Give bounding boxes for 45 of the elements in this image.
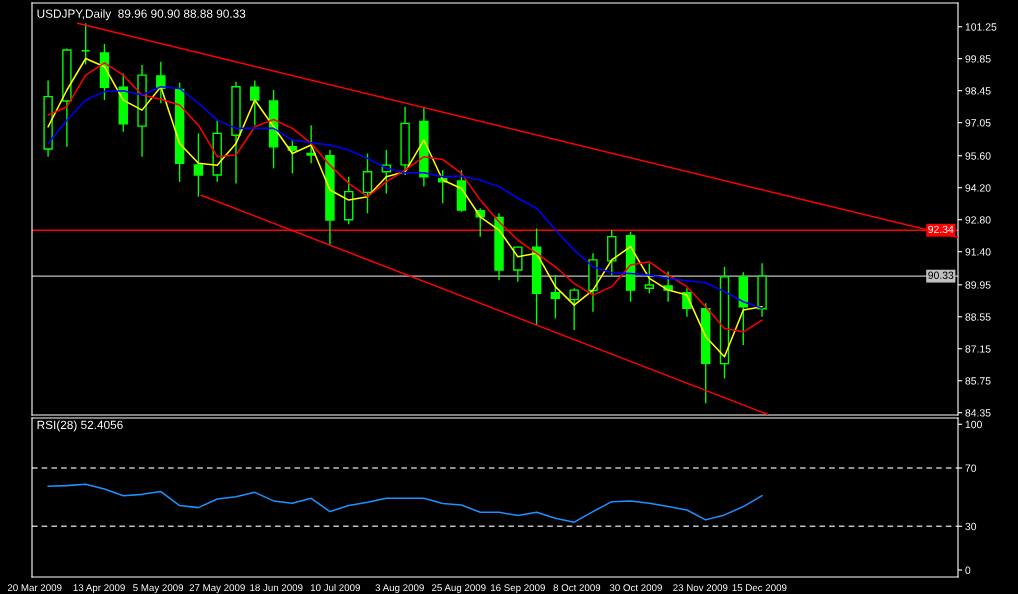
y-tick-label: 91.40: [965, 248, 991, 256]
x-tick-label: 3 Aug 2009: [375, 584, 424, 594]
y-tick-label: 0: [965, 566, 971, 574]
y-tick-label: 84.35: [965, 409, 991, 417]
y-tick-label: 85.75: [965, 377, 991, 385]
candlestick: [362, 152, 373, 215]
y-tick-label: 97.05: [965, 119, 991, 127]
candlestick: [550, 274, 561, 320]
y-tick-label: 89.95: [965, 281, 991, 289]
x-tick-label: 30 Oct 2009: [609, 584, 662, 592]
chart-title: RSI(28) 52.4056: [37, 420, 123, 432]
y-tick-label: 95.60: [965, 152, 991, 160]
x-tick-label: 20 Mar 2009: [7, 584, 62, 592]
y-tick-label: 92.80: [965, 216, 991, 224]
x-tick-label: 5 May 2009: [133, 584, 184, 594]
x-tick-label: 15 Dec 2009: [732, 584, 787, 592]
x-tick-label: 23 Nov 2009: [673, 584, 728, 592]
ref-line-label: 90.33: [928, 271, 954, 279]
x-tick-label: 25 Aug 2009: [431, 584, 486, 594]
candlestick: [569, 287, 579, 331]
y-tick-label: 94.20: [965, 184, 991, 192]
y-tick-label: 99.85: [965, 55, 991, 63]
x-tick-label: 27 May 2009: [189, 584, 245, 594]
y-tick-label: 87.15: [965, 345, 991, 353]
y-tick-label: 101.25: [965, 23, 997, 31]
line-series: [47, 483, 763, 523]
chart-title: USDJPY,Daily 89.96 90.90 88.88 90.33: [37, 9, 246, 21]
y-tick-label: 100: [965, 420, 982, 429]
x-tick-label: 10 Jul 2009: [310, 583, 360, 592]
y-tick-label: 88.55: [965, 313, 991, 321]
x-tick-label: 16 Sep 2009: [490, 584, 545, 594]
candlestick: [644, 262, 655, 294]
y-tick-label: 30: [965, 522, 977, 531]
x-tick-label: 8 Oct 2009: [553, 584, 601, 592]
y-tick-label: 98.45: [965, 87, 991, 95]
candlestick: [663, 270, 673, 303]
y-tick-label: 70: [965, 464, 977, 472]
x-tick-label: 13 Apr 2009: [73, 584, 125, 594]
ref-line-label: 92.34: [928, 225, 954, 234]
candlestick: [513, 245, 523, 283]
x-tick-label: 18 Jun 2009: [250, 584, 303, 592]
candlestick: [250, 79, 260, 126]
candlestick: [156, 60, 166, 104]
candlestick: [193, 132, 204, 198]
candlestick: [306, 124, 316, 165]
